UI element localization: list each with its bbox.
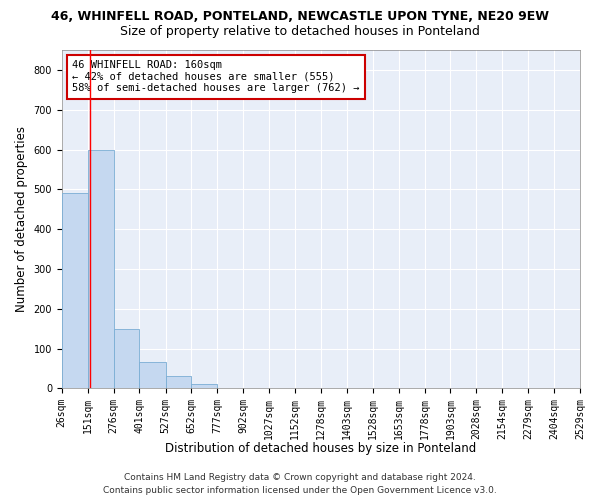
Bar bbox=[88, 150, 113, 388]
Text: 46, WHINFELL ROAD, PONTELAND, NEWCASTLE UPON TYNE, NE20 9EW: 46, WHINFELL ROAD, PONTELAND, NEWCASTLE … bbox=[51, 10, 549, 23]
Bar bbox=[191, 384, 217, 388]
Text: Size of property relative to detached houses in Ponteland: Size of property relative to detached ho… bbox=[120, 25, 480, 38]
Bar bbox=[166, 376, 191, 388]
Bar bbox=[62, 194, 88, 388]
Text: 46 WHINFELL ROAD: 160sqm
← 42% of detached houses are smaller (555)
58% of semi-: 46 WHINFELL ROAD: 160sqm ← 42% of detach… bbox=[72, 60, 359, 94]
Bar bbox=[113, 328, 139, 388]
Bar bbox=[139, 362, 166, 388]
X-axis label: Distribution of detached houses by size in Ponteland: Distribution of detached houses by size … bbox=[165, 442, 476, 455]
Text: Contains HM Land Registry data © Crown copyright and database right 2024.
Contai: Contains HM Land Registry data © Crown c… bbox=[103, 474, 497, 495]
Y-axis label: Number of detached properties: Number of detached properties bbox=[15, 126, 28, 312]
